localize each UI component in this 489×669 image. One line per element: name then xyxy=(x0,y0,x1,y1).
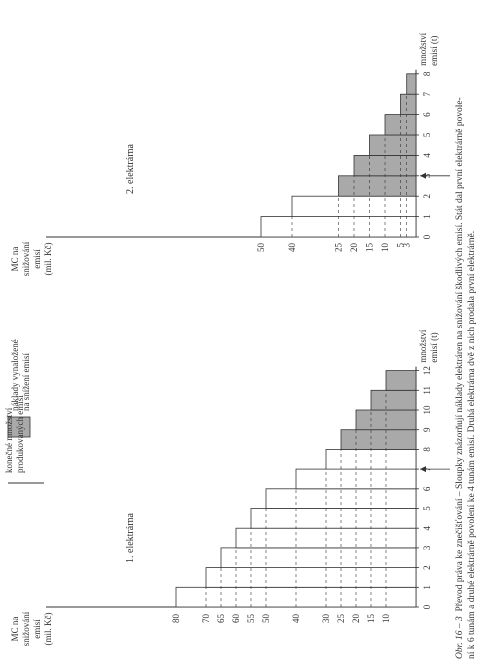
caption-label: Obr. 16 – 3 xyxy=(455,616,465,659)
plant2-x-tick-label: 3 xyxy=(422,173,432,178)
plant1-y-tick-label: 40 xyxy=(291,614,301,624)
plant1-y-axis-title-line: (mil. Kč) xyxy=(43,613,53,646)
plant1-bar-2 xyxy=(205,567,417,588)
plant2-x-tick-label: 0 xyxy=(422,234,432,239)
legend-box-swatch xyxy=(7,416,31,438)
plant2-y-tick-label: 20 xyxy=(349,243,359,253)
plant1-x-tick-label: 10 xyxy=(422,405,432,415)
plant2-y-tick-label: 50 xyxy=(256,243,266,253)
caption-line-2: ní k 6 tunám a druhé elektrárně povolení… xyxy=(467,230,477,659)
plant1-bar-9 xyxy=(340,429,417,450)
plant1-x-tick-label: 7 xyxy=(422,466,432,471)
figure-caption: Obr. 16 – 3 Převod práva ke znečišťování… xyxy=(454,9,478,659)
plant1-x-axis-title-line: množství xyxy=(418,329,428,362)
plant2-y-axis-title-line: (mil. Kč) xyxy=(43,243,53,276)
plant1-x-tick-label: 4 xyxy=(422,525,432,530)
plant1-x-tick-label: 12 xyxy=(422,366,432,375)
caption-line-1: Převod práva ke znečišťování – Sloupky z… xyxy=(455,97,465,612)
plant1-x-tick-label: 2 xyxy=(422,565,432,570)
plant1-y-axis-title-line: MC na xyxy=(10,617,20,642)
plant2-x-tick-label: 6 xyxy=(422,112,432,117)
plant2-permit-arrow xyxy=(420,172,426,179)
plant1-y-tick-label: 60 xyxy=(231,614,241,624)
plant1-x-tick-label: 8 xyxy=(422,447,432,452)
plant2-y-axis-title-line: snižování xyxy=(21,241,31,276)
plant1-bar-11 xyxy=(370,389,417,411)
plant1-x-axis-title-line: emisí (t) xyxy=(429,332,439,362)
plant2-y-tick-label: 10 xyxy=(380,243,390,253)
plant2-bar-6 xyxy=(384,114,417,136)
plant2-x-tick-label: 1 xyxy=(422,214,432,219)
plant2-chart xyxy=(46,69,450,238)
plant2-x-tick-label: 7 xyxy=(422,91,432,96)
plant2-x-tick-label: 8 xyxy=(422,71,432,76)
plant1-x-tick-label: 6 xyxy=(422,486,432,491)
plant2-bar-7 xyxy=(400,93,417,115)
plant2-x-axis-title-line: emisí (t) xyxy=(429,36,439,66)
plant1-x-tick-label: 5 xyxy=(422,506,432,511)
plant1-y-tick-label: 10 xyxy=(381,614,391,624)
plant2-y-axis-title-line: MC na xyxy=(10,247,20,272)
plant1-x-tick-label: 0 xyxy=(422,604,432,609)
plant1-y-tick-label: 50 xyxy=(261,614,271,624)
plant2-y-axis-title-line: emisí xyxy=(32,249,42,269)
plant1-y-tick-label: 65 xyxy=(216,614,226,624)
plant2-y-tick-label: 15 xyxy=(365,243,375,253)
legend xyxy=(7,416,44,484)
plant1-y-tick-label: 80 xyxy=(171,614,181,624)
plant1-y-tick-label: 25 xyxy=(336,614,346,624)
plant1-permit-arrow xyxy=(420,466,426,473)
plant2-plant-label: 2. elektrárna xyxy=(125,143,136,194)
plant2-y-tick-label: 3 xyxy=(402,243,412,248)
plant2-x-tick-label: 2 xyxy=(422,194,432,199)
plant1-y-tick-label: 55 xyxy=(246,614,256,624)
plant1-y-axis-title-line: emisí xyxy=(32,619,42,639)
plant1-y-tick-label: 20 xyxy=(351,614,361,624)
plant2-y-tick-label: 5 xyxy=(396,243,406,248)
legend-line-label: produkovaných emisí xyxy=(15,395,25,473)
plant2-bar-5 xyxy=(369,134,417,156)
plant2-bar-3 xyxy=(338,175,417,197)
plant2-x-axis-title-line: množství xyxy=(418,32,428,65)
plant2-y-tick-label: 25 xyxy=(334,243,344,253)
plant1-y-tick-label: 70 xyxy=(201,614,211,624)
plant2-y-tick-label: 40 xyxy=(287,243,297,253)
plant2-bar-8 xyxy=(406,73,417,95)
plant1-x-tick-label: 11 xyxy=(422,386,432,395)
plant1-y-tick-label: 30 xyxy=(321,614,331,624)
plant1-y-tick-label: 15 xyxy=(366,614,376,624)
plant1-plant-label: 1. elektrárna xyxy=(125,512,136,563)
plant1-chart xyxy=(46,366,450,608)
plant1-x-tick-label: 3 xyxy=(422,545,432,550)
plant1-bar-5 xyxy=(250,508,417,529)
legend-line-label: konečné množství xyxy=(4,407,14,473)
plant1-bar-12 xyxy=(385,370,417,391)
plant2-x-tick-label: 5 xyxy=(422,132,432,137)
plant1-x-tick-label: 1 xyxy=(422,585,432,590)
plant1-bar-3 xyxy=(220,547,417,568)
plant1-y-axis-title-line: snižování xyxy=(21,611,31,646)
plant2-x-tick-label: 4 xyxy=(422,153,432,158)
legend-box-label: náklady vynaložené xyxy=(10,339,20,411)
plant1-x-tick-label: 9 xyxy=(422,427,432,432)
plant2-bar-1 xyxy=(260,216,417,238)
legend-box-label: na snížení emisí xyxy=(21,353,31,411)
